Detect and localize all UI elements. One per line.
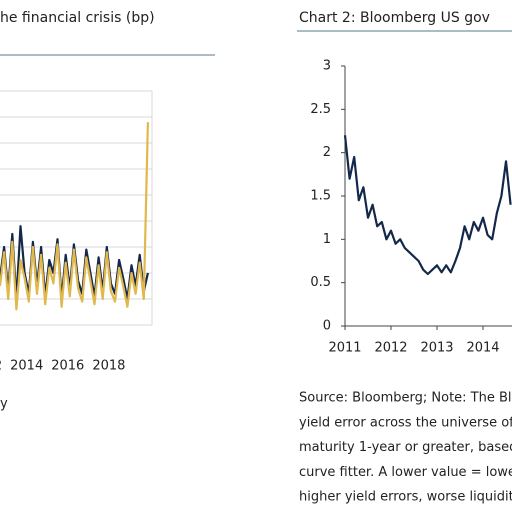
x-tick-label: 2012 <box>374 341 407 356</box>
x-tick-label: 2011 <box>328 341 361 356</box>
chart-note: y <box>0 397 8 412</box>
x-tick-label: 2012 <box>0 359 2 374</box>
y-tick-label: 1.5 <box>310 189 331 204</box>
chart-title: he financial crisis (bp) <box>0 10 155 26</box>
y-tick-label: 2 <box>323 145 331 160</box>
y-tick-label: 2.5 <box>310 102 331 117</box>
x-tick-label: 2014 <box>10 359 43 374</box>
data-line <box>0 122 149 311</box>
x-tick-label: 2013 <box>420 341 453 356</box>
chart-title: Chart 2: Bloomberg US gov <box>299 10 490 26</box>
x-tick-label: 2014 <box>466 341 499 356</box>
source-note: yield error across the universe of <box>299 415 512 430</box>
source-note: higher yield errors, worse liquidity <box>299 490 512 505</box>
y-tick-label: 0.5 <box>310 275 331 290</box>
y-tick-label: 3 <box>323 59 331 74</box>
source-note: curve fitter. A lower value = lower <box>299 465 512 480</box>
data-line <box>0 225 149 301</box>
y-tick-label: 1 <box>323 232 331 247</box>
data-line <box>343 135 512 276</box>
source-note: maturity 1-year or greater, based <box>299 440 512 455</box>
x-tick-label: 2016 <box>51 359 84 374</box>
y-tick-label: 0 <box>323 319 331 334</box>
source-note: Source: Bloomberg; Note: The Blo <box>299 391 512 406</box>
x-tick-label: 2018 <box>92 359 125 374</box>
